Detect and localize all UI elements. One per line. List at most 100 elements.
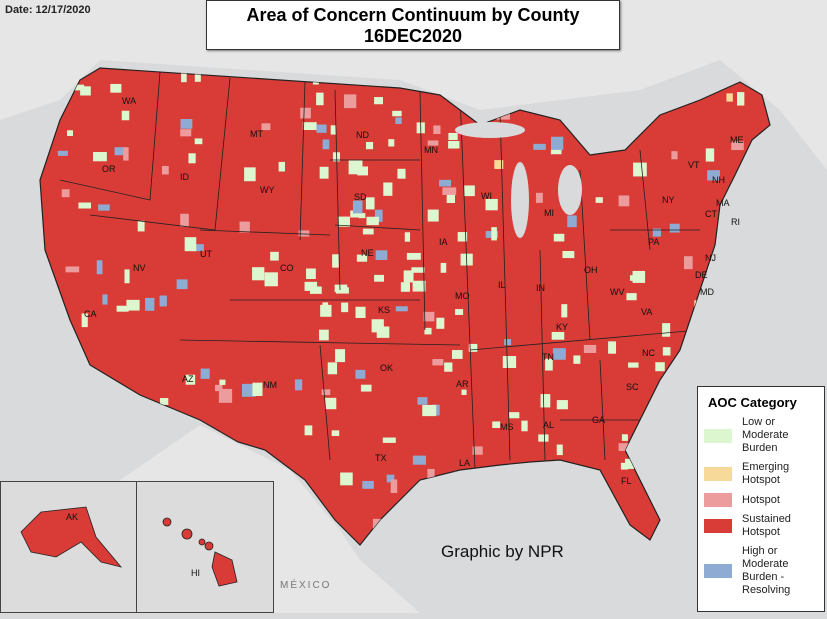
county-patch bbox=[411, 267, 425, 273]
date-label: Date: 12/17/2020 bbox=[5, 4, 91, 16]
county-patch bbox=[476, 113, 487, 121]
county-patch bbox=[755, 162, 763, 168]
county-patch bbox=[652, 228, 661, 237]
county-patch bbox=[472, 446, 483, 455]
county-patch bbox=[137, 220, 145, 232]
county-patch bbox=[61, 189, 70, 198]
county-patch bbox=[68, 460, 74, 474]
county-patch bbox=[325, 397, 337, 410]
county-patch bbox=[595, 197, 603, 203]
county-patch bbox=[386, 474, 395, 483]
county-patch bbox=[214, 384, 223, 392]
state-border bbox=[459, 94, 476, 471]
county-patch bbox=[343, 94, 357, 109]
county-patch bbox=[439, 179, 452, 187]
county-patch bbox=[218, 388, 233, 403]
county-patch bbox=[395, 306, 408, 312]
state-label-SC: SC bbox=[626, 382, 639, 392]
state-border bbox=[539, 249, 546, 461]
county-patch bbox=[294, 379, 303, 391]
county-patch bbox=[335, 349, 346, 363]
county-patch bbox=[161, 165, 169, 175]
county-patch bbox=[335, 287, 349, 294]
county-patch bbox=[620, 462, 628, 470]
county-patch bbox=[561, 304, 568, 318]
county-patch bbox=[371, 319, 384, 333]
county-patch bbox=[116, 305, 129, 312]
county-patch bbox=[572, 486, 580, 497]
legend-item-resolving: High or Moderate Burden - Resolving bbox=[704, 545, 818, 597]
state-label-TX: TX bbox=[375, 453, 387, 463]
legend-swatch bbox=[704, 467, 732, 481]
county-patch bbox=[404, 232, 411, 242]
county-patch bbox=[244, 167, 256, 182]
state-label-VA: VA bbox=[641, 307, 652, 317]
state-border bbox=[299, 81, 306, 241]
county-patch bbox=[432, 359, 444, 366]
county-patch bbox=[427, 468, 435, 479]
county-patch bbox=[583, 344, 597, 353]
county-patch bbox=[550, 465, 557, 474]
legend-label: High or Moderate Burden - Resolving bbox=[742, 545, 791, 596]
county-patch bbox=[118, 398, 129, 405]
county-patch bbox=[194, 138, 203, 145]
county-patch bbox=[451, 350, 463, 359]
state-border bbox=[59, 71, 161, 201]
county-patch bbox=[655, 362, 665, 372]
alaska-inset: AK bbox=[0, 481, 137, 613]
county-patch bbox=[241, 383, 256, 397]
county-patch bbox=[350, 210, 362, 218]
county-patch bbox=[694, 300, 702, 308]
county-patch bbox=[535, 192, 543, 203]
county-patch bbox=[65, 383, 75, 390]
county-patch bbox=[185, 374, 196, 385]
state-label-UT: UT bbox=[200, 249, 212, 259]
county-patch bbox=[306, 268, 316, 280]
county-patch bbox=[660, 418, 667, 424]
county-patch bbox=[180, 213, 189, 227]
county-patch bbox=[448, 132, 458, 140]
county-patch bbox=[629, 533, 639, 541]
county-patch bbox=[602, 505, 609, 512]
county-patch bbox=[422, 404, 437, 417]
basemap-label-mexico: MÉXICO bbox=[280, 580, 332, 591]
county-patch bbox=[508, 412, 520, 419]
legend-swatch bbox=[704, 493, 732, 507]
county-patch bbox=[556, 400, 568, 410]
county-patch bbox=[362, 480, 374, 489]
title-line-1: Area of Concern Continuum by County bbox=[246, 5, 580, 25]
county-patch bbox=[657, 530, 663, 540]
county-patch bbox=[562, 251, 575, 259]
county-patch bbox=[304, 425, 313, 436]
county-patch bbox=[77, 441, 84, 454]
county-patch bbox=[320, 304, 332, 317]
lake-superior bbox=[455, 122, 525, 138]
county-patch bbox=[567, 215, 577, 228]
state-label-NH: NH bbox=[712, 175, 725, 185]
legend-label: Emerging Hotspot bbox=[742, 461, 790, 486]
county-patch bbox=[319, 329, 329, 341]
county-patch bbox=[400, 282, 410, 292]
county-patch bbox=[455, 309, 464, 315]
state-label-WI: WI bbox=[481, 191, 492, 201]
county-patch bbox=[188, 153, 196, 164]
county-patch bbox=[545, 358, 553, 371]
county-patch bbox=[753, 295, 759, 305]
state-label-NM: NM bbox=[263, 380, 277, 390]
legend-item-hotspot: Hotspot bbox=[704, 493, 818, 507]
county-patch bbox=[464, 185, 475, 197]
county-patch bbox=[184, 237, 197, 252]
state-label-WV: WV bbox=[610, 287, 625, 297]
county-patch bbox=[261, 123, 271, 131]
state-border bbox=[639, 149, 651, 251]
county-patch bbox=[626, 293, 637, 301]
county-patch bbox=[679, 478, 691, 491]
county-patch bbox=[252, 267, 265, 281]
state-label-OR: OR bbox=[102, 164, 116, 174]
county-patch bbox=[491, 227, 497, 241]
legend-label: Low or Moderate Burden bbox=[742, 416, 789, 454]
county-patch bbox=[448, 140, 460, 149]
county-patch bbox=[550, 149, 562, 155]
county-patch bbox=[362, 228, 374, 235]
state-label-NC: NC bbox=[642, 348, 655, 358]
